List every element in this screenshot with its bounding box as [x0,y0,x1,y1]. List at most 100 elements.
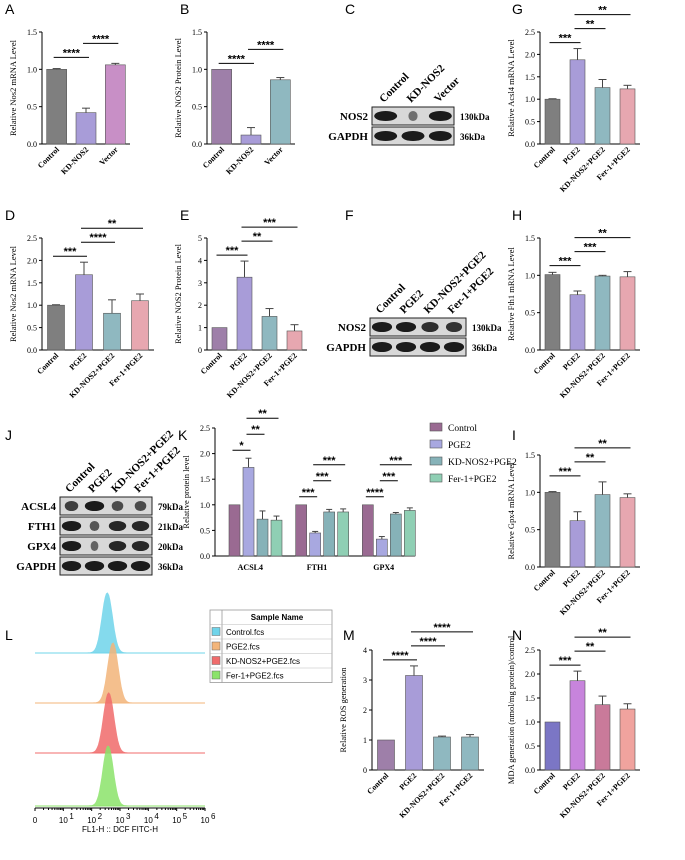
blot-band [371,321,393,333]
y-tick-label: 1.5 [525,451,535,460]
blot-band [108,520,127,532]
category-label: PGE2 [228,351,249,372]
category-label: PGE2 [561,145,582,166]
blot-band [84,560,105,572]
significance-label: ** [586,452,595,464]
bar-GPX4-Control [362,504,374,557]
category-label: Control [36,145,62,171]
blot-band [374,110,398,122]
significance-label: ** [258,408,267,420]
y-tick-label: 1.0 [192,65,202,74]
bar-Fer-1+PGE2 [131,300,149,351]
blot-band [408,110,418,122]
bar-Fer-1+PGE2 [619,497,636,568]
x-tick-exponent: 4 [154,812,159,821]
significance-label: *** [559,33,573,45]
bar-KD-NOS2 [75,112,97,145]
y-tick-label: 1 [198,324,202,333]
y-axis-label: MDA generation (nmol/mg protein)/control [506,635,516,784]
y-tick-label: 1.0 [27,301,37,310]
blot-band [428,110,452,122]
bar-PGE2 [75,274,93,351]
bar-GPX4-Fer-1+PGE2 [404,510,416,557]
x-tick-exponent: 3 [126,812,131,821]
y-tick-label: 0.5 [27,324,37,333]
y-tick-label: 2.5 [200,424,210,433]
blot-band [443,341,465,353]
kda-label: 79kDa [158,502,184,512]
legend-swatch [429,422,443,432]
blot-band [371,341,393,353]
y-tick-label: 4 [363,646,367,655]
blot-band [130,560,151,572]
y-tick-label: 0.0 [200,552,210,561]
legend-label: PGE2 [448,441,471,451]
chart-I: 0.0 0.5 1.0 1.5 Relative Gpx4 mRNA Level Cont… [506,438,640,617]
protein-label: FTH1 [28,521,56,533]
y-tick-label: 1.5 [525,73,535,82]
panel-label-M: M [343,627,355,643]
y-tick-label: 0.0 [192,140,202,149]
category-label: KD-NOS2+PGE2 [558,351,607,400]
blot-band [90,540,99,552]
panel-label-C: C [345,1,355,17]
bar-Control [544,98,561,145]
bar-PGE2 [236,276,253,351]
bar-Vector [270,79,291,145]
blot-band [374,130,398,142]
histogram-Fer-1+PGE2.fcs [35,745,205,807]
protein-label: GAPDH [328,131,368,143]
chart-N: 0.0 0.5 1.0 1.5 2.0 2.5 MDA generation (nmol/m… [506,627,640,820]
significance-label: **** [89,232,107,244]
bar-GPX4-KD-NOS2+PGE2 [390,513,402,557]
category-label: FTH1 [307,563,327,572]
x-tick-label: 10 [59,816,68,825]
blot-band [61,540,82,552]
category-label: Control [201,145,227,171]
bar-Fer-1+PGE2 [461,736,479,771]
x-tick-exponent: 5 [183,812,188,821]
protein-label: ACSL4 [21,501,56,513]
category-label: PGE2 [68,351,89,372]
category-label: Control [365,771,391,797]
bar-Control [211,327,228,351]
blot-band [419,341,441,353]
significance-label: **** [366,487,384,499]
category-label: Control [532,351,558,377]
panel-label-I: I [512,427,516,443]
y-axis-label: Relative NOS2 Protein Level [173,37,183,137]
category-label: KD-NOS2 [59,145,90,176]
y-tick-label: 3 [363,676,367,685]
significance-label: *** [64,246,78,258]
blot-band [131,520,150,532]
kda-label: 130kDa [472,323,502,333]
category-label: KD-NOS2+PGE2 [558,145,607,194]
x-tick-exponent: 6 [211,812,216,821]
x-tick-label: 10 [201,816,210,825]
y-tick-label: 0.5 [27,103,37,112]
bar-KD-NOS2+PGE2 [594,494,611,568]
bar-Fer-1+PGE2 [286,330,303,351]
bar-ACSL4-Control [228,504,241,557]
chart-A: 0.0 0.5 1.0 1.5 Relative Nos2 mRNA Level Cont… [8,28,130,176]
bar-Control [47,304,65,351]
flow-legend-swatch [211,670,221,680]
bar-ACSL4-KD-NOS2+PGE2 [256,518,269,557]
flow-legend-box [209,609,333,683]
bar-PGE2 [405,675,423,771]
category-label: Vector [98,145,120,167]
legend-swatch [429,456,443,466]
category-label: Control [199,351,225,377]
kda-label: 20kDa [158,542,184,552]
y-tick-label: 2 [363,706,367,715]
y-tick-label: 0 [198,346,202,355]
x-tick-label: 0 [33,816,38,825]
blot-band [428,130,452,142]
bar-KD-NOS2+PGE2 [261,316,278,351]
bar-Fer-1+PGE2 [619,88,636,145]
protein-label: GAPDH [16,561,56,573]
